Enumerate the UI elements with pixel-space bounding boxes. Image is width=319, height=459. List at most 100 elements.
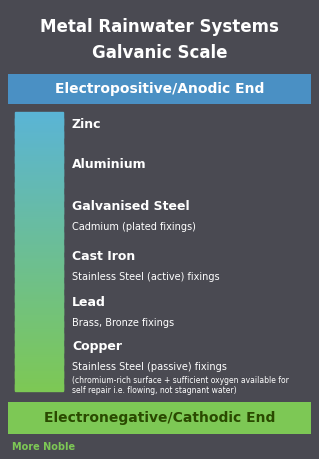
Bar [15,161,63,162]
Bar [15,249,63,251]
Bar [15,354,63,355]
Text: Copper: Copper [72,340,122,353]
Bar [15,340,63,341]
Bar [15,337,63,339]
Bar [15,261,63,263]
Bar [15,147,63,149]
Bar [15,304,63,305]
Bar [15,210,63,212]
Bar [15,319,63,320]
Bar [15,289,63,291]
Bar [15,373,63,375]
Bar [15,345,63,346]
Bar [15,112,63,113]
Bar [15,284,63,285]
Bar [15,126,63,127]
Bar [15,167,63,168]
Bar [15,182,63,184]
Bar [15,179,63,180]
Bar [15,331,63,333]
Bar [15,246,63,248]
Bar [15,251,63,252]
Bar [15,290,63,291]
Bar [15,257,63,259]
Bar [15,389,63,391]
Bar [15,269,63,270]
Bar [15,324,63,325]
Bar [15,352,63,353]
Bar [15,173,63,174]
Bar [15,376,63,377]
Bar [15,346,63,347]
Bar [15,335,63,336]
Bar [15,215,63,216]
Bar [15,386,63,387]
Bar [15,358,63,360]
Bar [15,356,63,357]
Bar [15,124,63,125]
Bar [15,168,63,170]
Bar [15,157,63,159]
Bar [15,349,63,351]
Bar [15,300,63,302]
Bar [15,258,63,260]
Bar [15,347,63,348]
Bar [15,316,63,317]
Bar [15,368,63,369]
Bar [15,287,63,289]
Bar [15,264,63,265]
Text: Galvanic Scale: Galvanic Scale [92,44,227,62]
Bar [15,301,63,302]
Bar [15,384,63,385]
Bar [15,310,63,312]
Bar [15,244,63,245]
Bar [15,279,63,280]
Bar [15,362,63,364]
Bar [15,196,63,197]
Bar [15,366,63,367]
Bar [15,313,63,314]
Bar [15,196,63,198]
Bar [15,298,63,300]
Bar [15,224,63,225]
Bar [15,282,63,284]
Bar [15,293,63,294]
Bar [15,150,63,151]
Bar [15,140,63,141]
Bar [15,179,63,181]
Bar [15,295,63,296]
Bar [15,158,63,160]
Bar [15,122,63,123]
Bar [15,285,63,286]
Bar [15,342,63,343]
Bar [15,317,63,318]
Text: Zinc: Zinc [72,118,101,131]
Bar [15,303,63,304]
Bar [15,157,63,158]
Bar [15,130,63,132]
Bar [15,308,63,309]
Bar [15,170,63,172]
Text: Cadmium (plated fixings): Cadmium (plated fixings) [72,222,196,232]
Bar [15,336,63,338]
Bar [15,294,63,295]
Bar [15,320,63,322]
Bar [15,238,63,240]
Bar [15,315,63,316]
Bar [15,146,63,148]
Bar [15,208,63,210]
Bar [15,241,63,242]
Bar [15,206,63,207]
Bar [15,250,63,252]
Bar [15,364,63,365]
Bar [15,322,63,324]
Bar [15,267,63,268]
Bar [15,222,63,224]
Bar [15,305,63,306]
Bar [15,123,63,124]
Bar [15,372,63,374]
Bar [15,299,63,301]
Bar [15,156,63,157]
Bar [15,229,63,230]
Bar [15,128,63,129]
